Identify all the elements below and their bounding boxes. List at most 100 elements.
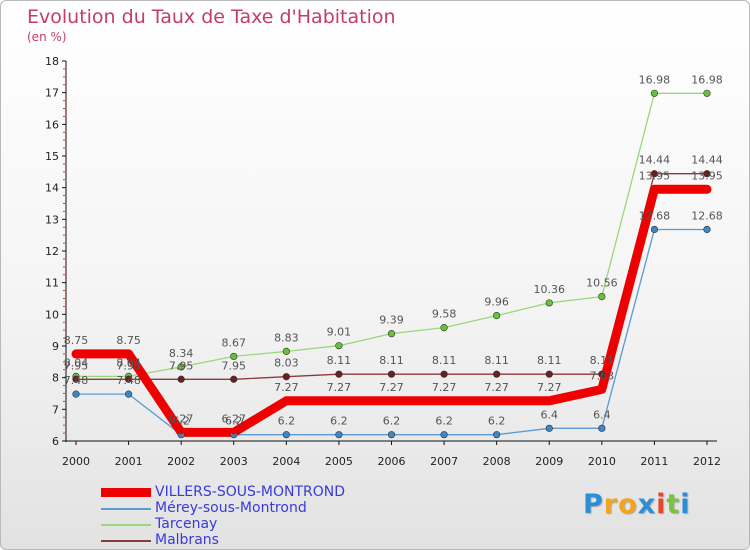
data-label: 10.56 [586, 277, 618, 290]
data-point [387, 431, 396, 439]
y-tick-label: 7 [52, 403, 59, 416]
y-unit-label: (en %) [27, 30, 67, 44]
data-label: 7.27 [484, 381, 509, 394]
data-point [335, 370, 343, 378]
y-tick-label: 17 [45, 87, 59, 100]
x-tick-label: 2003 [220, 455, 248, 468]
data-label: 10.36 [534, 283, 566, 296]
data-point [389, 398, 394, 403]
data-label: 7.27 [537, 381, 562, 394]
series-line-0 [71, 184, 712, 437]
data-label: 8.11 [379, 354, 404, 367]
legend-label-merey: Mérey-sous-Montrond [155, 500, 307, 516]
data-label: 6.2 [383, 415, 401, 428]
x-tick-label: 2005 [325, 455, 353, 468]
data-labels: 8.04 8.04 8.34 8.67 8.83 9.01 9.39 9.58 9.96 10.3… [64, 73, 723, 427]
data-point [126, 351, 131, 357]
legend-swatch-merey [101, 508, 151, 510]
data-point [599, 387, 605, 392]
legend-swatch-villers [101, 488, 151, 497]
x-tick-label: 2012 [693, 455, 721, 468]
data-point [650, 89, 659, 97]
data-point [72, 390, 80, 398]
data-point [652, 187, 657, 192]
data-point [335, 342, 343, 350]
data-point [493, 370, 501, 378]
data-label: 16.98 [639, 73, 671, 86]
data-point [284, 398, 289, 403]
data-label: 7.27 [432, 381, 457, 394]
x-tick-label: 2001 [115, 455, 143, 468]
series-points [72, 89, 711, 439]
x-tick-label: 2004 [272, 455, 300, 468]
data-point [493, 312, 501, 320]
data-label: 6.2 [488, 415, 506, 428]
data-point [440, 370, 448, 378]
data-point [703, 225, 711, 234]
data-point [598, 293, 606, 301]
data-label: 7.95 [116, 359, 141, 372]
data-point [72, 375, 80, 383]
data-point [336, 398, 342, 403]
proxiti-logo[interactable]: Proxiti [583, 489, 691, 520]
data-label: 7.48 [116, 374, 141, 387]
data-point [547, 398, 552, 403]
data-label: 12.68 [639, 209, 671, 222]
data-point [282, 347, 290, 355]
legend-swatch-tarcenay [101, 524, 151, 526]
y-tick-label: 16 [45, 118, 59, 131]
logo-letter: i [680, 489, 691, 520]
data-point [73, 351, 79, 357]
y-tick-label: 13 [45, 213, 59, 226]
data-label: 6.4 [593, 408, 611, 421]
x-tick-label: 2002 [167, 455, 195, 468]
data-label: 14.44 [691, 154, 723, 167]
data-label: 9.39 [379, 314, 404, 327]
logo-letter: P [583, 489, 604, 520]
data-point [545, 370, 553, 378]
x-tick-label: 2007 [430, 455, 458, 468]
x-tick-label: 2010 [588, 455, 616, 468]
data-label: 9.58 [432, 308, 457, 321]
data-label: 6.4 [541, 408, 559, 421]
data-point [231, 430, 236, 435]
legend-label-malbrans: Malbrans [155, 532, 219, 548]
data-label: 8.34 [169, 347, 194, 360]
x-tick-label: 2008 [483, 455, 511, 468]
data-point [387, 330, 396, 338]
legend-label-tarcenay: Tarcenay [155, 516, 218, 532]
data-label: 6.2 [172, 415, 190, 428]
data-point [230, 352, 238, 361]
data-label: 9.01 [327, 326, 352, 339]
data-label: 8.75 [116, 334, 141, 347]
y-tick-label: 8 [52, 372, 59, 385]
y-tick-label: 12 [45, 245, 59, 258]
y-tick-label: 10 [45, 308, 59, 321]
data-label: 7.48 [64, 374, 89, 387]
legend-swatch-malbrans [101, 540, 151, 542]
data-point [545, 299, 553, 307]
y-tick-label: 14 [45, 182, 59, 195]
data-label: 14.44 [639, 154, 671, 167]
y-tick-label: 6 [52, 435, 59, 448]
logo-letter: o [618, 489, 638, 520]
data-label: 8.83 [274, 331, 299, 344]
data-point [493, 431, 501, 439]
data-point [124, 390, 133, 398]
logo-letter: i [656, 489, 667, 520]
data-label: 8.11 [327, 354, 352, 367]
x-tick-label: 2011 [640, 455, 668, 468]
logo-letter: x [637, 489, 657, 520]
data-point [282, 373, 290, 381]
data-label: 7.95 [169, 359, 194, 372]
x-tick-label: 2009 [535, 455, 563, 468]
logo-letter: t [666, 489, 681, 520]
data-label: 8.11 [537, 354, 562, 367]
data-point [282, 431, 290, 439]
data-label: 6.27 [169, 412, 194, 425]
data-point [598, 424, 606, 432]
y-tick-label: 15 [45, 150, 59, 163]
data-point [440, 431, 448, 439]
